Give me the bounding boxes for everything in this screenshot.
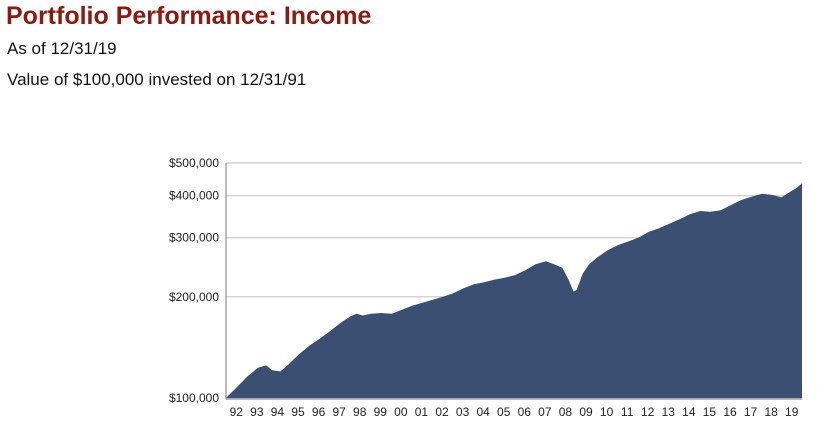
x-tick-label-20: 12 (641, 405, 655, 419)
y-tick-label-0: $100,000 (169, 391, 219, 405)
x-tick-label-11: 03 (456, 405, 470, 419)
x-tick-label-13: 05 (497, 405, 511, 419)
x-tick-label-3: 95 (291, 405, 305, 419)
x-tick-label-26: 18 (764, 405, 778, 419)
chart-title: Portfolio Performance: Income (6, 2, 372, 30)
x-tick-label-27: 19 (785, 405, 799, 419)
y-tick-label-1: $200,000 (169, 290, 219, 304)
x-tick-labels: 92 93 94 95 96 97 98 99 00 01 02 03 04 05 06 07 08 09 10 11… (230, 405, 799, 419)
x-tick-label-25: 17 (744, 405, 758, 419)
chart-subtitle: Value of $100,000 invested on 12/31/91 (7, 70, 307, 89)
portfolio-value-area (226, 183, 802, 398)
x-tick-label-21: 13 (662, 405, 676, 419)
y-tick-label-2: $300,000 (169, 231, 219, 245)
x-tick-label-8: 00 (394, 405, 408, 419)
x-tick-label-4: 96 (312, 405, 326, 419)
x-tick-label-12: 04 (476, 405, 490, 419)
as-of-date: As of 12/31/19 (7, 39, 117, 58)
x-tick-label-17: 09 (579, 405, 593, 419)
x-tick-label-10: 02 (435, 405, 449, 419)
x-tick-label-0: 92 (230, 405, 244, 419)
x-tick-label-15: 07 (538, 405, 552, 419)
y-tick-labels: $100,000 $200,000 $300,000 $400,000 $500,000 (169, 156, 219, 405)
x-tick-label-7: 99 (374, 405, 388, 419)
x-tick-label-6: 98 (353, 405, 367, 419)
x-tick-label-1: 93 (250, 405, 264, 419)
x-tick-label-24: 16 (723, 405, 737, 419)
x-tick-label-18: 10 (600, 405, 614, 419)
x-tick-label-5: 97 (332, 405, 346, 419)
x-tick-label-16: 08 (559, 405, 573, 419)
x-tick-label-22: 14 (682, 405, 696, 419)
y-tick-label-3: $400,000 (169, 189, 219, 203)
x-tick-label-19: 11 (621, 405, 634, 419)
x-tick-label-9: 01 (415, 405, 429, 419)
y-tick-label-4: $500,000 (169, 156, 219, 170)
x-tick-label-23: 15 (703, 405, 717, 419)
x-tick-label-14: 06 (518, 405, 532, 419)
x-tick-label-2: 94 (271, 405, 285, 419)
